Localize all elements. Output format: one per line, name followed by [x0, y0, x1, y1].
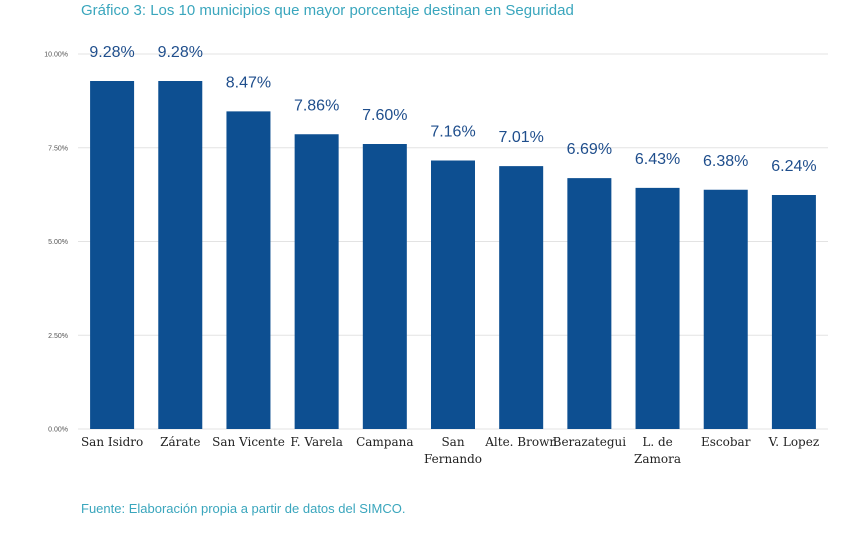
bar: [567, 178, 612, 429]
data-label: 7.60%: [362, 107, 407, 124]
data-label: 6.43%: [635, 151, 680, 168]
data-label: 6.69%: [567, 141, 612, 158]
bar: [362, 144, 407, 429]
x-tick-label: V. Lopez: [768, 435, 820, 449]
data-label: 7.01%: [498, 129, 543, 146]
bar: [499, 166, 544, 429]
x-tick-label: Berazategui: [553, 435, 627, 449]
x-tick-label: L. de: [642, 435, 672, 449]
data-label: 9.28%: [89, 44, 134, 61]
y-tick-label: 10.00%: [44, 52, 68, 59]
x-tick-label: San: [441, 435, 464, 449]
chart-title: Gráfico 3: Los 10 municipios que mayor p…: [81, 2, 574, 19]
x-tick-label: F. Varela: [290, 435, 343, 449]
x-tick-label: Campana: [356, 435, 413, 449]
y-tick-label: 2.50%: [48, 333, 68, 340]
bar: [90, 81, 135, 429]
data-label: 7.86%: [294, 97, 339, 114]
data-label: 6.24%: [771, 158, 816, 175]
x-tick-label: San Vicente: [212, 435, 285, 449]
bar: [431, 160, 475, 429]
data-label: 6.38%: [703, 153, 748, 170]
x-tick-label: Zamora: [634, 452, 681, 466]
x-tick-label: Fernando: [424, 452, 482, 466]
y-tick-label: 7.50%: [48, 145, 68, 152]
x-tick-label: Escobar: [701, 435, 751, 449]
bar: [703, 189, 748, 429]
bar: [158, 81, 203, 429]
data-label: 9.28%: [158, 44, 203, 61]
bar: [226, 111, 271, 429]
bar: [294, 134, 339, 429]
bar-chart: 0.00% 2.50% 5.00% 7.50% 10.00% 9.28% San Isid…: [44, 44, 828, 466]
bar: [771, 195, 816, 429]
x-tick-label: Zárate: [160, 435, 200, 449]
x-tick-label: Alte. Brown: [484, 435, 557, 449]
data-label: 8.47%: [226, 74, 271, 91]
x-tick-label: San Isidro: [81, 435, 143, 449]
y-tick-label: 0.00%: [48, 427, 68, 434]
source-note: Fuente: Elaboración propia a partir de d…: [81, 501, 406, 516]
label-layer: 9.28% San Isidro 9.28% Zárate 8.47% San Vicen…: [81, 44, 819, 466]
y-tick-label: 5.00%: [48, 239, 68, 246]
bar-layer: [90, 81, 816, 429]
data-label: 7.16%: [430, 124, 475, 141]
bar: [635, 187, 680, 429]
